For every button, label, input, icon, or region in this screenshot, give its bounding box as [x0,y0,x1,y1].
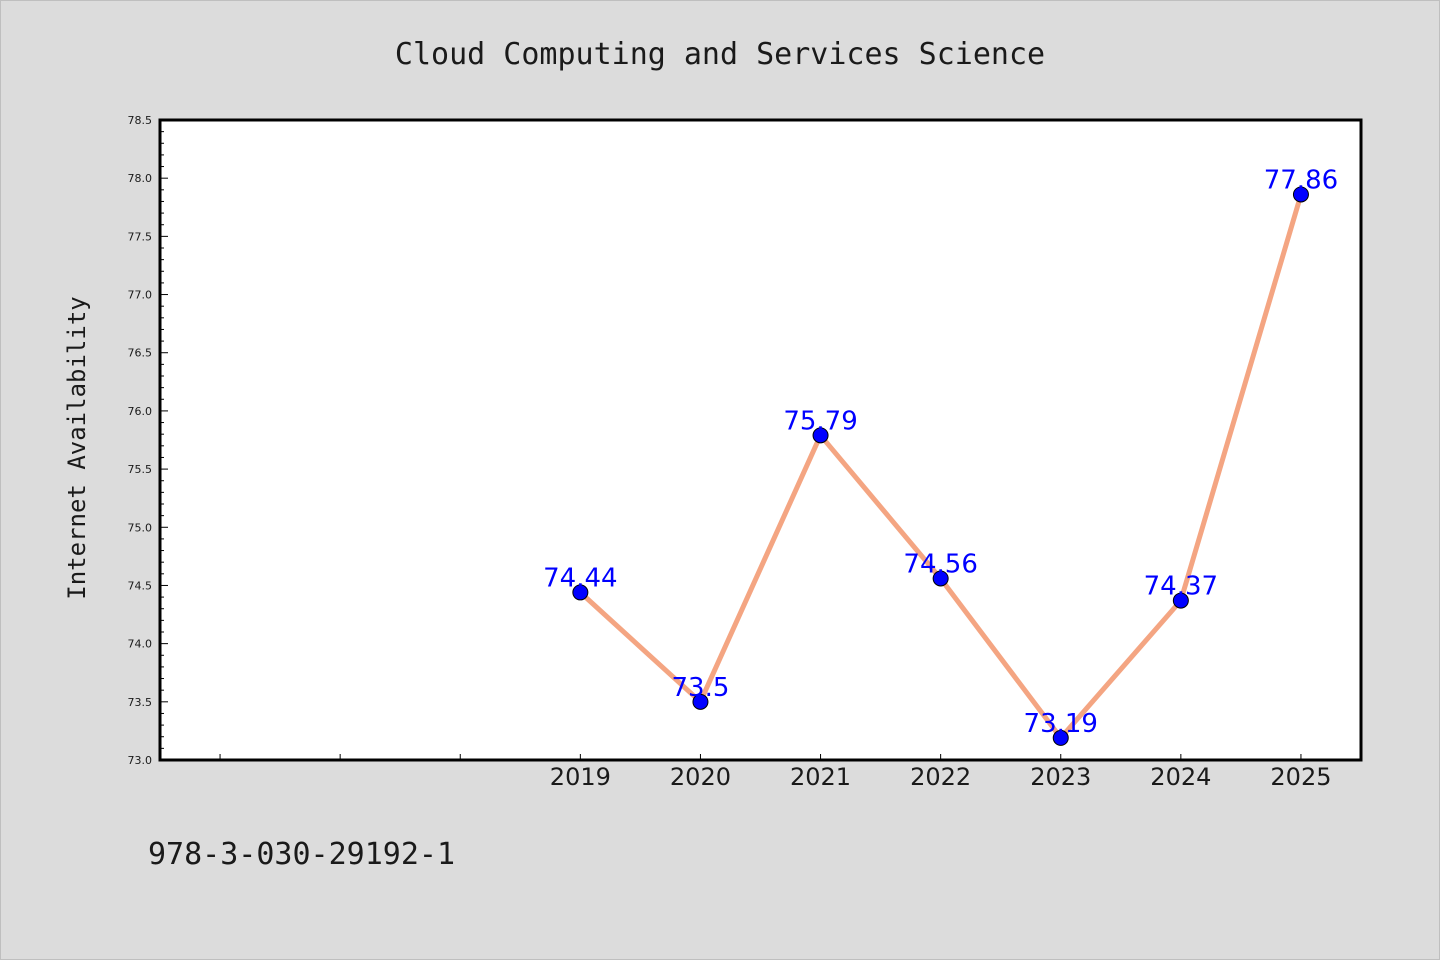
data-label: 73.5 [672,673,730,703]
data-label: 74.44 [543,563,617,593]
series-line-group [572,186,1309,746]
data-point [572,584,589,601]
y-tick-label: 78.0 [128,172,153,185]
data-label: 73.19 [1024,709,1098,739]
x-tick-label: 2025 [1270,763,1331,791]
y-tick-label: 77.5 [128,230,153,243]
data-label: 74.56 [903,549,977,579]
data-label: 77.86 [1264,165,1338,195]
x-tick-label: 2019 [550,763,611,791]
y-tick-label: 74.5 [128,579,153,592]
y-tick-label: 78.5 [128,114,153,127]
y-axis-label: Internet Availability [63,296,91,599]
x-tick-label: 2023 [1030,763,1091,791]
x-axis: 2019 2020 2021 2022 2023 2024 2025 [219,754,1331,791]
y-tick-label: 76.0 [128,405,153,418]
data-point [1292,186,1309,203]
data-label: 74.37 [1144,572,1218,602]
plot-area [158,118,1363,762]
y-tick-label: 77.0 [128,289,153,302]
y-tick-label: 74.0 [128,638,153,651]
data-point [692,693,709,710]
isbn-footer: 978-3-030-29192-1 [148,837,455,872]
data-point [1052,729,1069,746]
data-label: 75.79 [783,406,857,436]
y-tick-label: 76.5 [128,347,153,360]
y-tick-label: 75.5 [128,463,153,476]
data-point [812,427,829,444]
x-tick-label: 2022 [910,763,971,791]
x-tick-label: 2024 [1150,763,1211,791]
x-tick-label: 2020 [670,763,731,791]
y-tick-label: 73.5 [128,696,153,709]
y-axis: 73.0 73.5 74.0 74.5 75.0 75.5 76.0 76.5 77.0 77.5… [128,114,168,767]
data-point [1172,592,1189,609]
y-tick-label: 75.0 [128,521,153,534]
data-labels: 74.44 73.5 75.79 74.56 73.19 74.37 77.86 [543,165,1338,738]
y-tick-label: 73.0 [128,754,153,767]
chart-title: Cloud Computing and Services Science [395,37,1045,72]
data-point [932,570,949,587]
x-tick-label: 2021 [790,763,851,791]
